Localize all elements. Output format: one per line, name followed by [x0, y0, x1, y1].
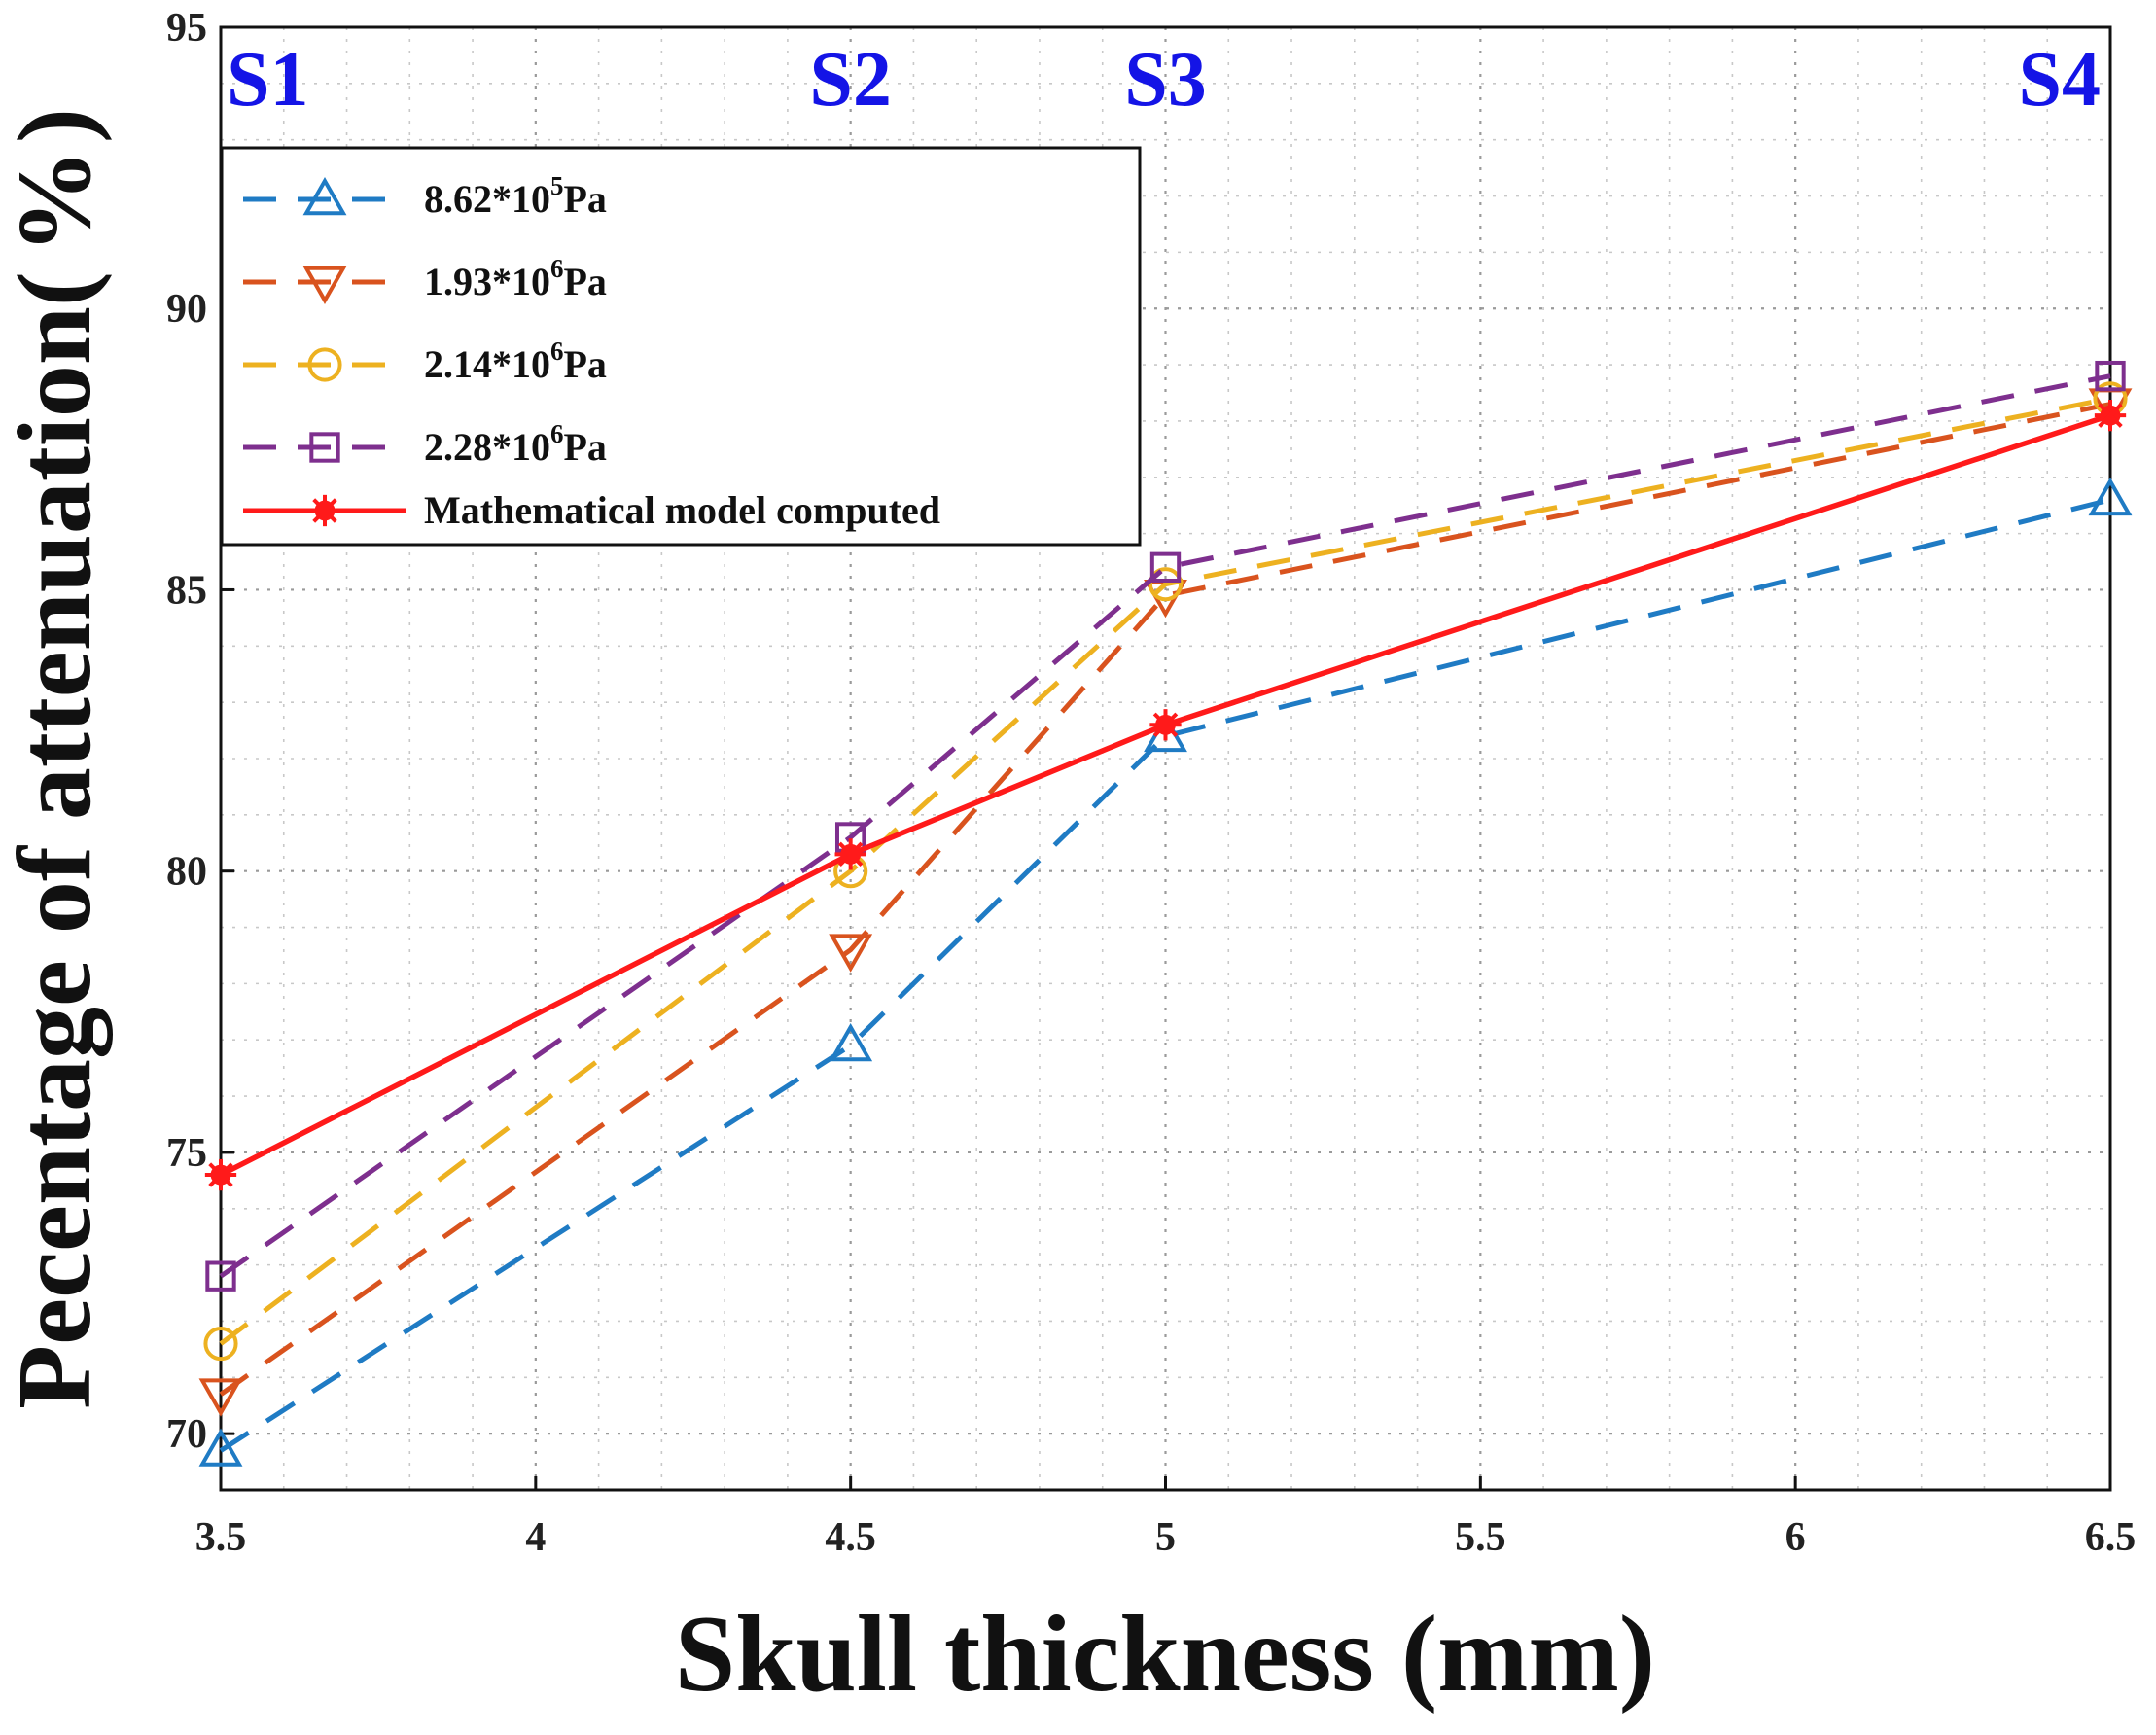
- legend-label-unit: Pa: [564, 260, 607, 303]
- legend-marker-spoke: [312, 498, 337, 523]
- legend-label-main: 2.28*10: [424, 425, 550, 469]
- data-point-spoke: [208, 1162, 233, 1187]
- legend-label: 1.93*106Pa: [424, 254, 607, 303]
- series-4: [205, 360, 2126, 1292]
- legend-label-exponent: 5: [550, 171, 564, 200]
- legend-label: 8.62*105Pa: [424, 171, 607, 221]
- legend-label: 2.14*106Pa: [424, 336, 607, 386]
- y-tick-label: 95: [166, 6, 207, 51]
- x-axis-title: Skull thickness (mm): [675, 1594, 1655, 1715]
- data-point: [2095, 360, 2126, 392]
- legend-entry: Mathematical model computed: [243, 488, 940, 532]
- data-point: [1149, 709, 1182, 741]
- data-point-spoke: [1152, 712, 1179, 738]
- x-tick-label: 6: [1785, 1515, 1806, 1560]
- legend-label-unit: Pa: [564, 342, 607, 386]
- legend-marker: [308, 494, 341, 527]
- x-tick-label: 5.5: [1455, 1515, 1506, 1560]
- legend-label-exponent: 6: [550, 254, 564, 283]
- data-series: [198, 360, 2133, 1467]
- stage-label-s3: S3: [1124, 37, 1207, 123]
- legend-marker: [307, 347, 342, 382]
- data-point: [204, 1158, 237, 1191]
- stage-label-s4: S4: [2019, 37, 2102, 123]
- legend-marker: [302, 176, 347, 216]
- legend-label-unit: Pa: [564, 425, 607, 469]
- legend-entry: 2.28*106Pa: [243, 419, 607, 469]
- data-point-spoke: [2098, 403, 2123, 428]
- stage-label-s1: S1: [227, 37, 309, 123]
- data-point: [203, 1327, 238, 1362]
- legend-label: Mathematical model computed: [424, 488, 940, 532]
- data-point-spoke: [837, 841, 864, 868]
- stage-label-s2: S2: [809, 37, 892, 123]
- x-tick-label: 5: [1155, 1515, 1176, 1560]
- y-axis-title: Pecentage of attenuation(%): [0, 108, 113, 1409]
- legend-entry: 1.93*106Pa: [243, 254, 607, 305]
- data-point: [2094, 399, 2127, 432]
- legend-entry: 2.14*106Pa: [243, 336, 607, 386]
- stage-labels: S1 S2 S3 S4: [227, 37, 2101, 123]
- y-tick-label: 80: [166, 850, 207, 895]
- data-point: [1148, 567, 1184, 602]
- legend-label-unit: Pa: [564, 177, 607, 221]
- legend: 8.62*105Pa1.93*106Pa2.14*106Pa2.28*106Pa…: [220, 146, 1142, 547]
- legend-marker: [309, 432, 340, 463]
- axis-ticks: 3.5 4 4.5 5 5.5 6 6.5 70 75 80 85 90 95: [166, 6, 2136, 1560]
- data-point: [834, 838, 866, 870]
- y-tick-label: 70: [166, 1412, 207, 1457]
- data-point: [829, 934, 873, 973]
- x-tick-label: 4: [525, 1515, 546, 1560]
- data-point: [2088, 477, 2133, 516]
- legend-label-exponent: 6: [550, 419, 564, 448]
- data-point: [198, 1428, 243, 1467]
- x-tick-label: 3.5: [195, 1515, 247, 1560]
- data-point: [829, 1022, 873, 1062]
- y-tick-label: 75: [166, 1131, 207, 1176]
- legend-box: [220, 146, 1142, 547]
- legend-label-exponent: 6: [550, 336, 564, 366]
- series-line: [219, 412, 2111, 1178]
- legend-label: 2.28*106Pa: [424, 419, 607, 469]
- data-point: [205, 1260, 236, 1292]
- legend-marker: [302, 266, 347, 305]
- legend-label-main: 1.93*10: [424, 260, 550, 303]
- data-point: [198, 1378, 243, 1417]
- x-tick-label: 4.5: [825, 1515, 876, 1560]
- legend-label-main: Mathematical model computed: [424, 488, 940, 532]
- data-point: [1149, 551, 1182, 584]
- series-line: [219, 373, 2111, 1279]
- series-5: [204, 399, 2127, 1191]
- legend-label-main: 8.62*10: [424, 177, 550, 221]
- legend-label-main: 2.14*10: [424, 342, 550, 386]
- y-axis-title-text: Pecentage of attenuation(: [0, 271, 113, 1409]
- x-tick-label: 6.5: [2085, 1515, 2137, 1560]
- y-axis-title-unit: %: [0, 149, 113, 254]
- series-line: [219, 396, 2111, 1346]
- y-tick-label: 85: [166, 568, 207, 613]
- legend-entry: 8.62*105Pa: [243, 171, 607, 221]
- series-line: [219, 402, 2111, 1397]
- y-tick-label: 90: [166, 287, 207, 332]
- y-axis-title-close: ): [0, 108, 113, 143]
